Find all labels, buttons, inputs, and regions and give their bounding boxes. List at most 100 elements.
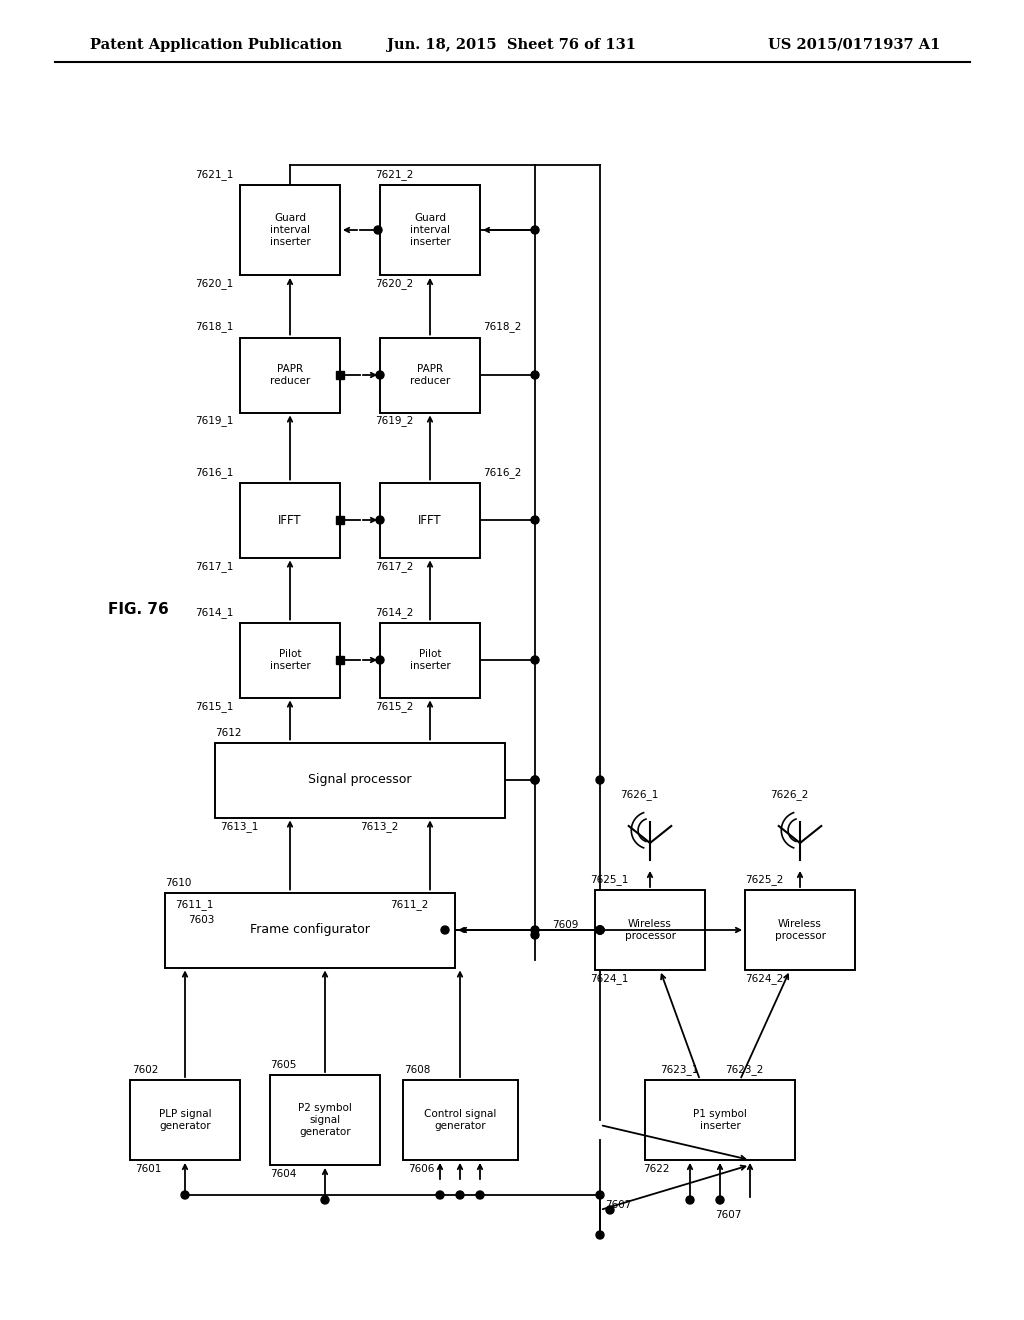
Text: Guard
interval
inserter: Guard interval inserter bbox=[410, 214, 451, 247]
Text: 7611_2: 7611_2 bbox=[390, 900, 428, 911]
Bar bbox=[645, 1080, 795, 1160]
Bar bbox=[380, 483, 480, 557]
Circle shape bbox=[374, 226, 382, 234]
Bar bbox=[240, 623, 340, 697]
Text: 7623_2: 7623_2 bbox=[725, 1064, 763, 1074]
Circle shape bbox=[531, 927, 539, 935]
Bar bbox=[240, 483, 340, 557]
Circle shape bbox=[716, 1196, 724, 1204]
Text: 7621_2: 7621_2 bbox=[375, 169, 414, 180]
Text: 7612: 7612 bbox=[215, 727, 242, 738]
Text: 7617_1: 7617_1 bbox=[195, 561, 233, 572]
Circle shape bbox=[596, 927, 604, 935]
Circle shape bbox=[531, 776, 539, 784]
Text: 7607: 7607 bbox=[605, 1200, 632, 1210]
Text: 7606: 7606 bbox=[408, 1164, 434, 1173]
Text: 7614_1: 7614_1 bbox=[195, 607, 233, 618]
Circle shape bbox=[476, 1191, 484, 1199]
Circle shape bbox=[596, 927, 604, 935]
Text: 7620_1: 7620_1 bbox=[195, 279, 233, 289]
Text: 7625_2: 7625_2 bbox=[745, 874, 783, 884]
Text: 7613_2: 7613_2 bbox=[360, 821, 398, 832]
Text: Patent Application Publication: Patent Application Publication bbox=[90, 38, 342, 51]
Circle shape bbox=[531, 516, 539, 524]
Text: PLP signal
generator: PLP signal generator bbox=[159, 1109, 211, 1131]
Circle shape bbox=[686, 1196, 694, 1204]
Bar bbox=[240, 185, 340, 275]
Circle shape bbox=[596, 776, 604, 784]
Bar bbox=[380, 338, 480, 412]
Text: 7619_2: 7619_2 bbox=[375, 416, 414, 426]
Bar bbox=[402, 1080, 517, 1160]
Text: 7624_2: 7624_2 bbox=[745, 973, 783, 983]
Text: 7623_1: 7623_1 bbox=[660, 1064, 698, 1074]
Text: PAPR
reducer: PAPR reducer bbox=[410, 364, 451, 385]
Circle shape bbox=[596, 1232, 604, 1239]
Circle shape bbox=[606, 1206, 614, 1214]
Text: Wireless
processor: Wireless processor bbox=[774, 919, 825, 941]
Circle shape bbox=[531, 656, 539, 664]
Text: 7626_1: 7626_1 bbox=[620, 789, 658, 800]
Text: 7608: 7608 bbox=[404, 1065, 430, 1074]
Text: US 2015/0171937 A1: US 2015/0171937 A1 bbox=[768, 38, 940, 51]
Text: FIG. 76: FIG. 76 bbox=[108, 602, 169, 618]
Text: 7618_1: 7618_1 bbox=[195, 322, 233, 333]
Text: 7616_1: 7616_1 bbox=[195, 466, 233, 478]
Circle shape bbox=[376, 516, 384, 524]
Text: 7622: 7622 bbox=[643, 1164, 670, 1173]
Circle shape bbox=[596, 927, 604, 935]
Text: 7616_2: 7616_2 bbox=[483, 466, 521, 478]
Text: 7601: 7601 bbox=[135, 1164, 162, 1173]
Bar bbox=[595, 890, 705, 970]
Circle shape bbox=[531, 226, 539, 234]
Text: 7625_1: 7625_1 bbox=[590, 874, 629, 884]
Bar bbox=[165, 892, 455, 968]
Text: 7614_2: 7614_2 bbox=[375, 607, 414, 618]
Bar bbox=[215, 742, 505, 817]
Circle shape bbox=[181, 1191, 189, 1199]
Text: 7607: 7607 bbox=[715, 1210, 741, 1220]
Bar bbox=[270, 1074, 380, 1166]
Circle shape bbox=[436, 1191, 444, 1199]
Text: IFFT: IFFT bbox=[418, 513, 441, 527]
Bar bbox=[380, 185, 480, 275]
Circle shape bbox=[376, 656, 384, 664]
Text: 7604: 7604 bbox=[270, 1170, 296, 1179]
Circle shape bbox=[531, 776, 539, 784]
Circle shape bbox=[321, 1196, 329, 1204]
Text: 7613_1: 7613_1 bbox=[220, 821, 258, 832]
Text: 7618_2: 7618_2 bbox=[483, 322, 521, 333]
Text: 7602: 7602 bbox=[132, 1065, 159, 1074]
Text: 7603: 7603 bbox=[188, 915, 214, 925]
Bar bbox=[745, 890, 855, 970]
Text: 7605: 7605 bbox=[270, 1060, 296, 1071]
Bar bbox=[130, 1080, 240, 1160]
Text: Jun. 18, 2015  Sheet 76 of 131: Jun. 18, 2015 Sheet 76 of 131 bbox=[387, 38, 637, 51]
Text: P1 symbol
inserter: P1 symbol inserter bbox=[693, 1109, 746, 1131]
Text: 7619_1: 7619_1 bbox=[195, 416, 233, 426]
Text: IFFT: IFFT bbox=[279, 513, 302, 527]
Circle shape bbox=[531, 371, 539, 379]
Text: 7624_1: 7624_1 bbox=[590, 973, 629, 983]
Text: Guard
interval
inserter: Guard interval inserter bbox=[269, 214, 310, 247]
Text: Pilot
inserter: Pilot inserter bbox=[269, 649, 310, 671]
Circle shape bbox=[456, 1191, 464, 1199]
Text: PAPR
reducer: PAPR reducer bbox=[270, 364, 310, 385]
Text: Wireless
processor: Wireless processor bbox=[625, 919, 676, 941]
Circle shape bbox=[596, 1191, 604, 1199]
Circle shape bbox=[531, 931, 539, 939]
Circle shape bbox=[596, 927, 604, 935]
Text: Control signal
generator: Control signal generator bbox=[424, 1109, 497, 1131]
Bar bbox=[380, 623, 480, 697]
Text: 7610: 7610 bbox=[165, 878, 191, 887]
Text: 7615_2: 7615_2 bbox=[375, 701, 414, 711]
Text: P2 symbol
signal
generator: P2 symbol signal generator bbox=[298, 1104, 352, 1137]
Text: 7615_1: 7615_1 bbox=[195, 701, 233, 711]
Text: Signal processor: Signal processor bbox=[308, 774, 412, 787]
Text: 7621_1: 7621_1 bbox=[195, 169, 233, 180]
Text: Pilot
inserter: Pilot inserter bbox=[410, 649, 451, 671]
Circle shape bbox=[441, 927, 449, 935]
Text: 7617_2: 7617_2 bbox=[375, 561, 414, 572]
Text: Frame configurator: Frame configurator bbox=[250, 924, 370, 936]
Text: 7620_2: 7620_2 bbox=[375, 279, 414, 289]
